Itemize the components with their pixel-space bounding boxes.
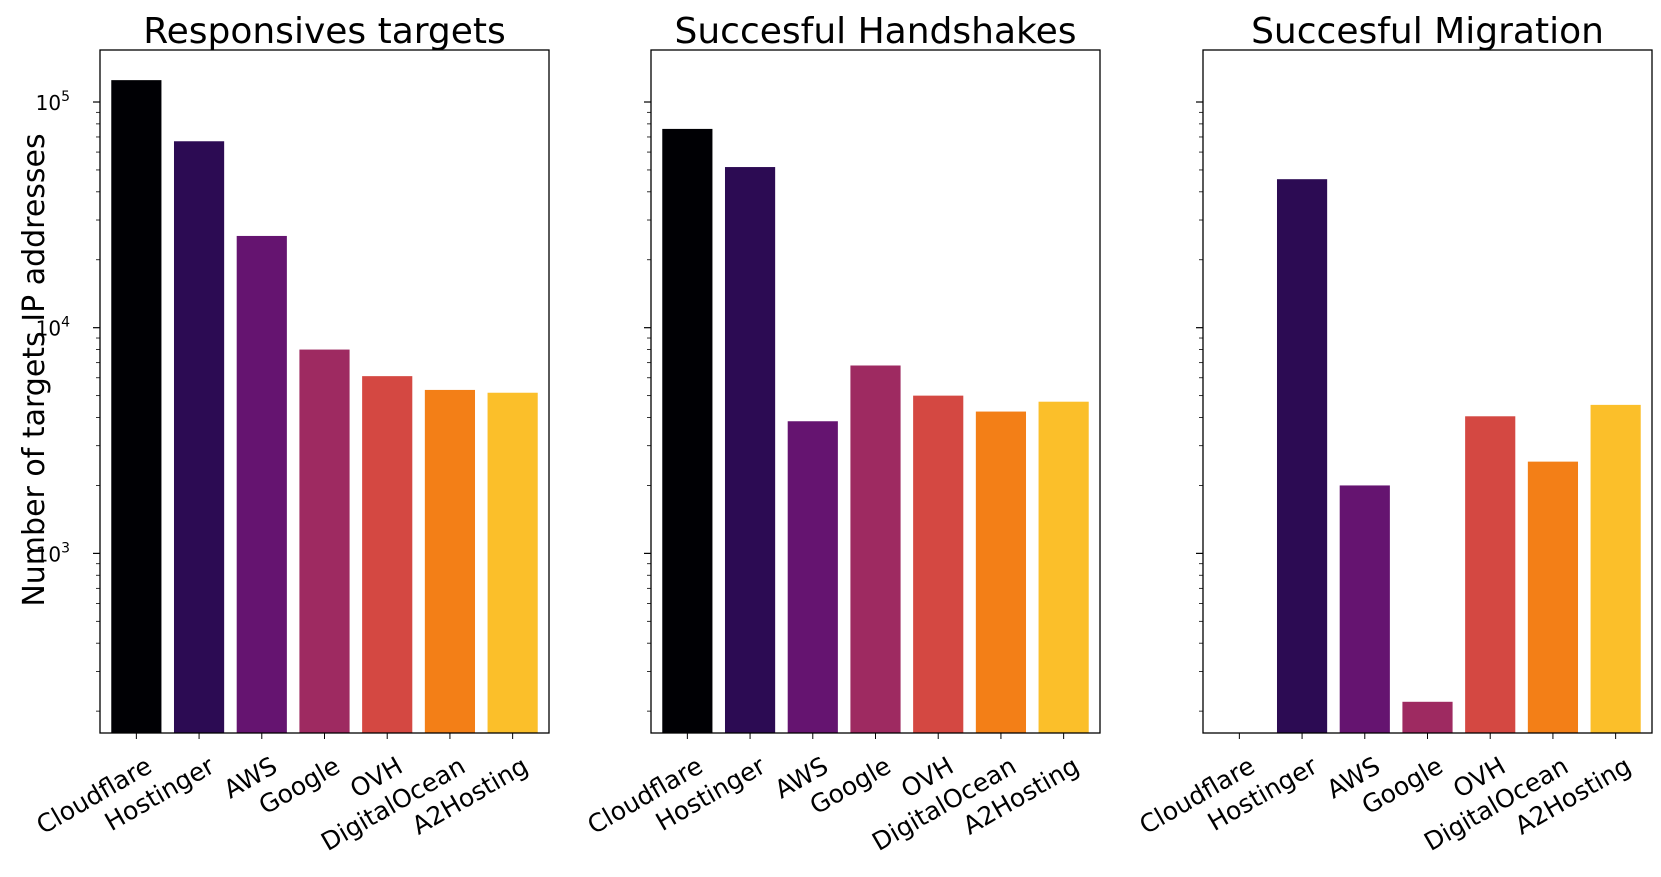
- plot-frame: [1202, 49, 1653, 734]
- y-tick-label: 105: [36, 89, 70, 115]
- bar-google: [299, 349, 350, 733]
- bar-a2hosting: [1038, 401, 1089, 733]
- bar-google: [1402, 701, 1453, 733]
- bar-a2hosting: [487, 392, 538, 733]
- chart-title: Succesful Handshakes: [675, 11, 1077, 52]
- bar-digitalocean: [424, 389, 476, 733]
- bar-digitalocean: [1527, 461, 1579, 733]
- bar-cloudflare: [111, 80, 162, 733]
- bar-hostinger: [724, 167, 776, 733]
- chart-title: Succesful Migration: [1251, 11, 1604, 52]
- y-axis-label: Number of targets IP addresses: [17, 133, 52, 606]
- bar-hostinger: [173, 141, 225, 733]
- bar-cloudflare: [662, 128, 713, 734]
- plot-frame: [650, 49, 1101, 734]
- bar-a2hosting: [1590, 404, 1641, 733]
- bar-aws: [236, 235, 287, 733]
- plot-frame: [99, 49, 550, 734]
- bar-aws: [1339, 485, 1390, 733]
- bar-digitalocean: [975, 411, 1027, 733]
- bar-hostinger: [1276, 179, 1328, 734]
- bar-ovh: [1465, 416, 1516, 733]
- y-tick-label: 104: [36, 315, 70, 341]
- bar-aws: [787, 421, 838, 733]
- bar-google: [850, 365, 901, 733]
- y-tick-label: 103: [36, 540, 70, 566]
- bar-ovh: [362, 376, 413, 733]
- bar-ovh: [913, 395, 964, 733]
- chart-title: Responsives targets: [143, 11, 506, 52]
